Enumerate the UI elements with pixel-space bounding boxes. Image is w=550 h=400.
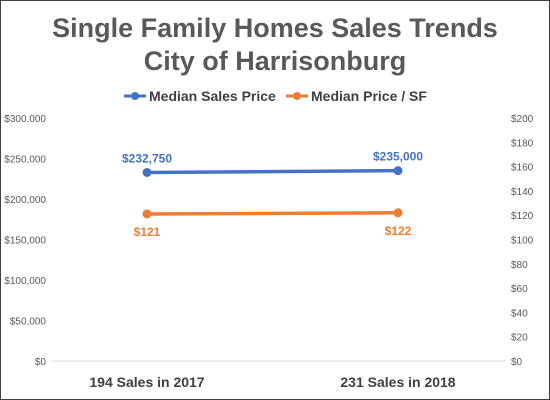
y-right-tick-label: $40	[511, 308, 528, 319]
data-point-median-sales-price	[393, 166, 403, 176]
x-category-label: 231 Sales in 2018	[340, 374, 455, 390]
data-label-median-sales-price: $232,750	[122, 151, 172, 165]
plot-area: $0 $50,000 $100,000 $150,000 $200,000 $250,00…	[4, 114, 533, 390]
legend-item-median-price-per-sf: Median Price / SF	[286, 88, 427, 104]
y-left-tick-label: $300,000	[4, 114, 46, 125]
data-point-median-price-per-sf	[142, 209, 152, 219]
y-left-tick-label: $250,000	[4, 155, 46, 166]
y-right-tick-label: $20	[511, 333, 528, 344]
y-left-tick-label: $50,000	[10, 317, 47, 328]
x-category-label: 194 Sales in 2017	[89, 374, 204, 390]
y-left-tick-label: $0	[35, 357, 47, 368]
y-right-tick-label: $180	[511, 138, 534, 149]
y-left-tick-label: $150,000	[4, 236, 46, 247]
chart-title-line-2: City of Harrisonburg	[144, 46, 407, 76]
y-right-tick-label: $80	[511, 260, 528, 271]
data-label-median-sales-price: $235,000	[373, 150, 423, 164]
chart-title-line-1: Single Family Homes Sales Trends	[52, 13, 498, 43]
y-left-tick-label: $200,000	[4, 195, 46, 206]
data-label-median-price-per-sf: $122	[385, 224, 412, 238]
legend-item-median-sales-price: Median Sales Price	[124, 88, 276, 104]
chart-title: Single Family Homes Sales Trends City of…	[52, 13, 498, 76]
y-right-tick-label: $100	[511, 236, 534, 247]
legend-marker-median-price-per-sf	[293, 92, 301, 100]
y-right-tick-label: $140	[511, 187, 534, 198]
y-right-tick-label: $200	[511, 114, 534, 125]
data-point-median-price-per-sf	[393, 208, 403, 218]
y-right-tick-label: $0	[511, 357, 523, 368]
legend-label-median-sales-price: Median Sales Price	[149, 88, 276, 104]
data-label-median-price-per-sf: $121	[134, 225, 161, 239]
legend-label-median-price-per-sf: Median Price / SF	[311, 88, 427, 104]
series-line-median-price-per-sf	[145, 211, 400, 216]
y-right-tick-label: $160	[511, 163, 534, 174]
series-line-median-sales-price	[145, 168, 400, 175]
legend-marker-median-sales-price	[131, 92, 139, 100]
data-point-median-sales-price	[142, 167, 152, 177]
y-left-tick-label: $100,000	[4, 276, 46, 287]
chart-legend: Median Sales Price Median Price / SF	[124, 88, 427, 104]
y-right-tick-label: $120	[511, 211, 534, 222]
y-right-tick-label: $60	[511, 284, 528, 295]
